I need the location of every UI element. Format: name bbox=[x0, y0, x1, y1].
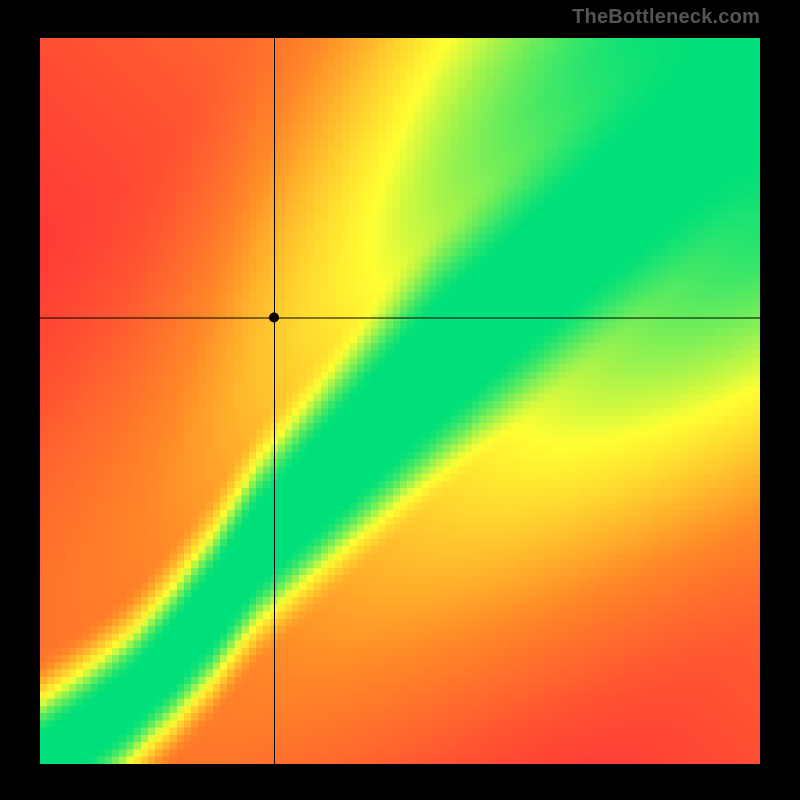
heatmap-plot bbox=[40, 38, 760, 764]
crosshair-overlay bbox=[40, 38, 760, 764]
root: TheBottleneck.com bbox=[0, 0, 800, 800]
attribution-text: TheBottleneck.com bbox=[572, 6, 760, 29]
